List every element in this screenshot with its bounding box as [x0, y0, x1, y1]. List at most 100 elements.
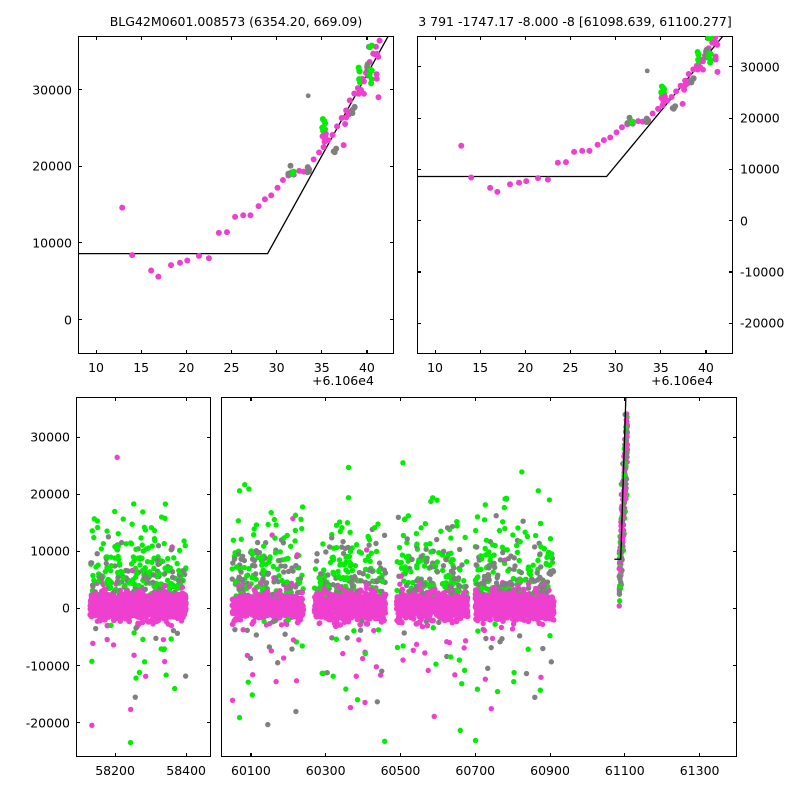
data-point: [530, 562, 536, 568]
data-point-baseline: [107, 608, 114, 615]
data-point: [298, 516, 304, 523]
data-point-baseline: [253, 595, 260, 602]
data-point-magenta: [618, 124, 625, 131]
data-point: [401, 578, 407, 584]
data-point-baseline: [110, 617, 117, 624]
data-point-magenta: [571, 148, 578, 155]
y-tick-label: -20000: [740, 315, 785, 331]
data-point-baseline: [240, 612, 247, 619]
data-point-baseline: [294, 619, 301, 626]
data-point-baseline: [349, 607, 356, 614]
data-point-faint: [359, 618, 365, 624]
y-tick: [733, 722, 737, 724]
x-tick: [705, 350, 707, 354]
data-point-baseline: [162, 611, 168, 617]
data-point-magenta: [205, 255, 212, 262]
data-point: [115, 530, 121, 537]
data-point-faint: [92, 625, 99, 632]
data-point: [117, 587, 123, 594]
x-tick: [366, 36, 368, 40]
data-point-faint: [133, 675, 139, 681]
data-point: [403, 582, 410, 589]
model-curve: [78, 36, 390, 255]
top-right-panel: [417, 36, 733, 354]
top-left-panel: [78, 36, 394, 354]
x-tick: [660, 36, 662, 40]
data-point: [150, 579, 156, 586]
data-point: [423, 546, 429, 552]
x-tick: [549, 397, 551, 401]
data-point: [246, 583, 253, 589]
data-point-faint: [293, 708, 299, 715]
data-point-magenta: [177, 259, 184, 266]
data-point-faint: [373, 664, 380, 670]
data-point-baseline: [290, 612, 297, 619]
data-point-magenta: [607, 134, 614, 141]
data-point: [404, 536, 410, 542]
data-point-faint: [446, 639, 453, 646]
data-point-faint: [400, 657, 406, 663]
x-tick: [399, 753, 402, 757]
data-point: [285, 555, 291, 562]
data-point: [525, 585, 531, 591]
data-point-baseline: [168, 612, 175, 618]
data-point-magenta: [232, 213, 239, 220]
data-point: [421, 581, 427, 587]
data-point: [413, 530, 420, 537]
data-point: [490, 569, 496, 575]
data-point: [509, 582, 515, 588]
data-point-cluster: [373, 71, 380, 78]
data-point: [270, 563, 277, 570]
data-point-faint: [133, 625, 139, 631]
data-point-faint: [293, 678, 300, 684]
y-tick: [78, 165, 82, 167]
y-tick-label: 30000: [740, 59, 780, 75]
data-point: [478, 553, 484, 559]
x-tick: [325, 753, 327, 757]
data-point: [368, 550, 375, 556]
data-point: [461, 578, 467, 584]
data-point-magenta: [223, 229, 230, 236]
x-tick: [185, 753, 187, 757]
data-point-baseline: [234, 613, 241, 619]
data-point: [151, 565, 157, 572]
data-point-baseline: [241, 592, 248, 599]
data-point: [141, 575, 147, 581]
data-point: [131, 630, 137, 636]
data-point-magenta: [279, 177, 286, 184]
data-point-baseline: [262, 593, 269, 600]
data-point: [242, 482, 248, 488]
data-point-magenta: [155, 273, 162, 280]
data-point-baseline: [434, 605, 441, 611]
data-point: [236, 488, 243, 494]
data-point-faint: [229, 697, 236, 703]
data-point: [107, 584, 114, 591]
data-point-faint: [410, 647, 416, 654]
x-tick: [549, 753, 551, 757]
data-point-faint: [461, 667, 468, 674]
data-point-baseline: [339, 598, 346, 605]
data-point: [161, 540, 167, 547]
data-point-faint: [161, 658, 168, 665]
data-point-faint: [375, 627, 382, 633]
data-point: [271, 579, 277, 585]
data-point: [130, 576, 136, 583]
data-point: [323, 549, 329, 555]
y-tick: [729, 66, 733, 68]
data-point-baseline: [229, 621, 236, 628]
data-point-faint: [351, 628, 357, 634]
data-point: [549, 559, 556, 566]
data-point-magenta: [261, 196, 268, 203]
data-point-cluster: [304, 169, 311, 176]
data-point: [358, 578, 365, 584]
data-point: [328, 535, 335, 541]
data-point: [505, 555, 512, 562]
y-tick: [729, 322, 733, 324]
data-point-faint: [353, 673, 359, 679]
data-point: [521, 577, 528, 583]
data-point: [94, 518, 101, 524]
data-point-baseline: [282, 594, 289, 601]
data-point: [105, 576, 111, 583]
data-point: [485, 571, 491, 578]
data-point: [232, 579, 239, 585]
